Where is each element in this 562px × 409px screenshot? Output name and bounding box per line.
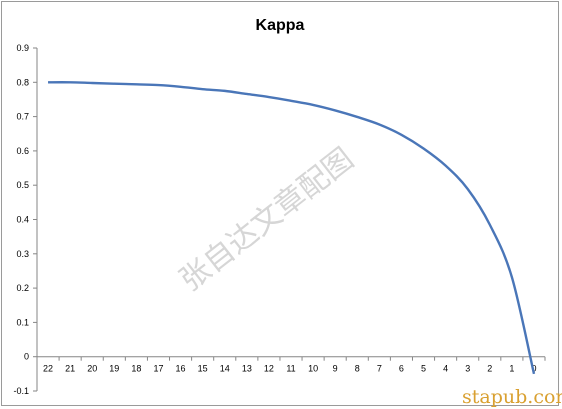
x-tick-label: 18 [131, 364, 141, 374]
series-line [48, 81, 536, 375]
x-tick-label: 7 [377, 364, 382, 374]
y-tick-label: 0.5 [16, 180, 29, 190]
x-tick-label: 4 [443, 364, 448, 374]
x-tick-label: 17 [153, 364, 163, 374]
y-tick-label: 0.2 [16, 283, 29, 293]
y-tick-label: -0.1 [13, 386, 29, 396]
x-tick-label: 15 [198, 364, 208, 374]
x-tick-label: 11 [286, 364, 295, 374]
x-tick-label: 16 [176, 364, 186, 374]
x-tick-label: 3 [465, 364, 470, 374]
x-tick-label: 8 [355, 364, 360, 374]
series [48, 81, 536, 375]
watermark: 张自达文章配图 [173, 141, 360, 298]
chart-title: Kappa [256, 17, 305, 34]
y-tick-label: 0 [24, 352, 29, 362]
x-tick-label: 21 [65, 364, 75, 374]
y-tick-label: 0.8 [16, 77, 29, 87]
x-tick-label: 14 [220, 364, 230, 374]
y-tick-label: 0.6 [16, 146, 29, 156]
y-tick-label: 0.3 [16, 249, 29, 259]
x-tick-label: 13 [242, 364, 252, 374]
x-tick-label: 2 [487, 364, 492, 374]
y-tick-label: 0.1 [16, 317, 29, 327]
x-tick-label: 22 [43, 364, 53, 374]
y-tick-label: 0.7 [16, 112, 29, 122]
y-tick-label: 0.9 [16, 43, 29, 53]
site-watermark: stapub.com [462, 386, 562, 408]
x-tick-label: 20 [87, 364, 97, 374]
x-tick-label: 1 [509, 364, 514, 374]
x-tick-label: 5 [421, 364, 426, 374]
x-tick-labels: 22 21 20 19 18 17 16 15 14 13 12 11 10 9 8 7 6 5 4 3 2 1 0 [43, 364, 536, 374]
x-tick-label: 10 [308, 364, 318, 374]
x-tick-label: 19 [109, 364, 119, 374]
axes [33, 47, 546, 392]
y-tick-label: 0.4 [16, 215, 29, 225]
y-tick-labels: -0.1 0 0.1 0.2 0.3 0.4 0.5 0.6 0.7 0.8 0.9 [13, 43, 29, 396]
x-tick-label: 12 [264, 364, 274, 374]
watermark-text: 张自达文章配图 [173, 141, 360, 298]
x-tick-label: 9 [333, 364, 338, 374]
x-tick-label: 6 [399, 364, 404, 374]
